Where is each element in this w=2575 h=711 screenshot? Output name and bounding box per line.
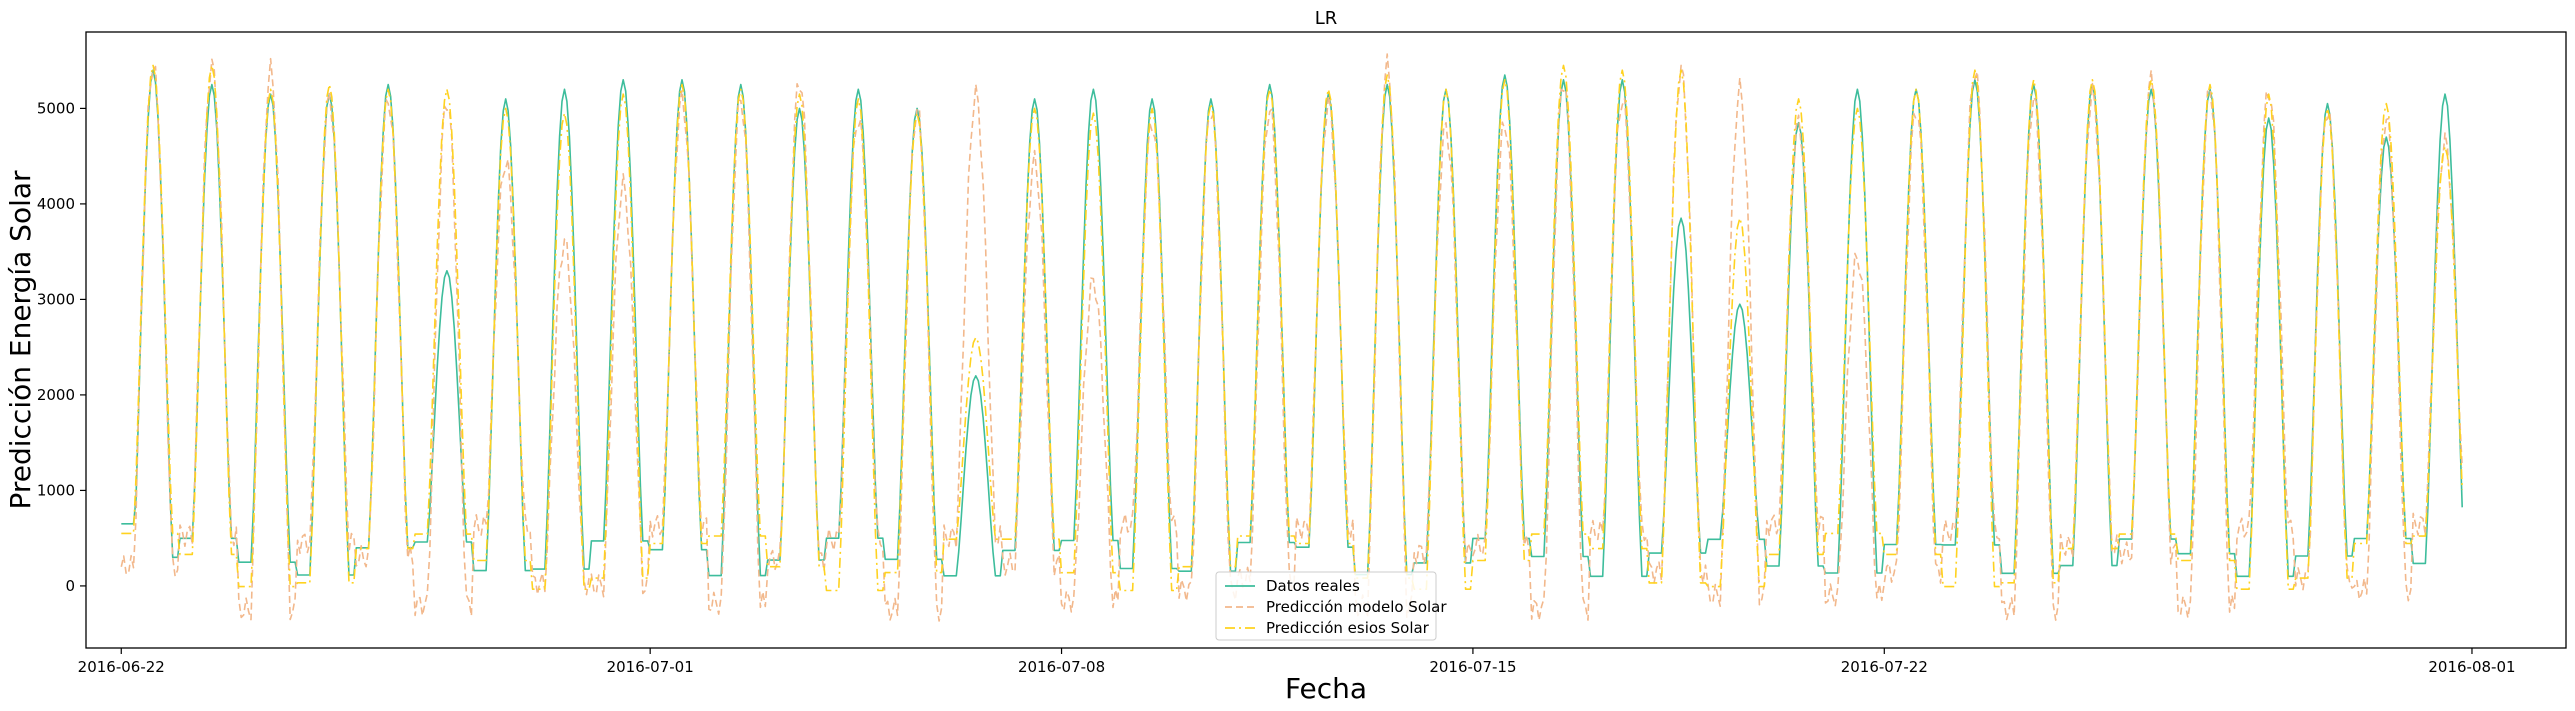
axis-layer: 0 1000 2000 3000 4000 5000 2016-06-22 2016-07-0… bbox=[37, 99, 2516, 676]
y-axis-label: Predicción Energía Solar bbox=[4, 170, 37, 510]
legend-label: Predicción modelo Solar bbox=[1266, 598, 1447, 616]
legend-label: Predicción esios Solar bbox=[1266, 619, 1430, 637]
series-line bbox=[121, 69, 2463, 578]
legend-label: Datos reales bbox=[1266, 577, 1360, 595]
x-tick-label: 2016-07-01 bbox=[607, 658, 694, 676]
plot-frame bbox=[85, 31, 2567, 649]
series-layer bbox=[120, 53, 2463, 622]
x-tick-label: 2016-08-01 bbox=[2428, 658, 2515, 676]
x-tick-label: 2016-07-08 bbox=[1018, 658, 1105, 676]
x-tick-label: 2016-06-22 bbox=[78, 658, 165, 676]
x-axis-label: Fecha bbox=[1285, 672, 1367, 705]
y-tick-label: 0 bbox=[65, 577, 75, 595]
x-tick-label: 2016-07-22 bbox=[1841, 658, 1928, 676]
legend-box bbox=[1215, 571, 1437, 641]
y-tick-label: 2000 bbox=[37, 386, 75, 404]
y-tick-label: 1000 bbox=[37, 481, 75, 499]
chart-title: LR bbox=[1315, 8, 1338, 29]
y-tick-label: 4000 bbox=[37, 195, 75, 213]
y-tick-label: 5000 bbox=[37, 99, 75, 117]
x-tick-label: 2016-07-15 bbox=[1429, 658, 1516, 676]
legend: Datos reales Predicción modelo Solar Predi… bbox=[1215, 571, 1447, 641]
y-tick-label: 3000 bbox=[37, 290, 75, 308]
series-line bbox=[121, 64, 2463, 592]
